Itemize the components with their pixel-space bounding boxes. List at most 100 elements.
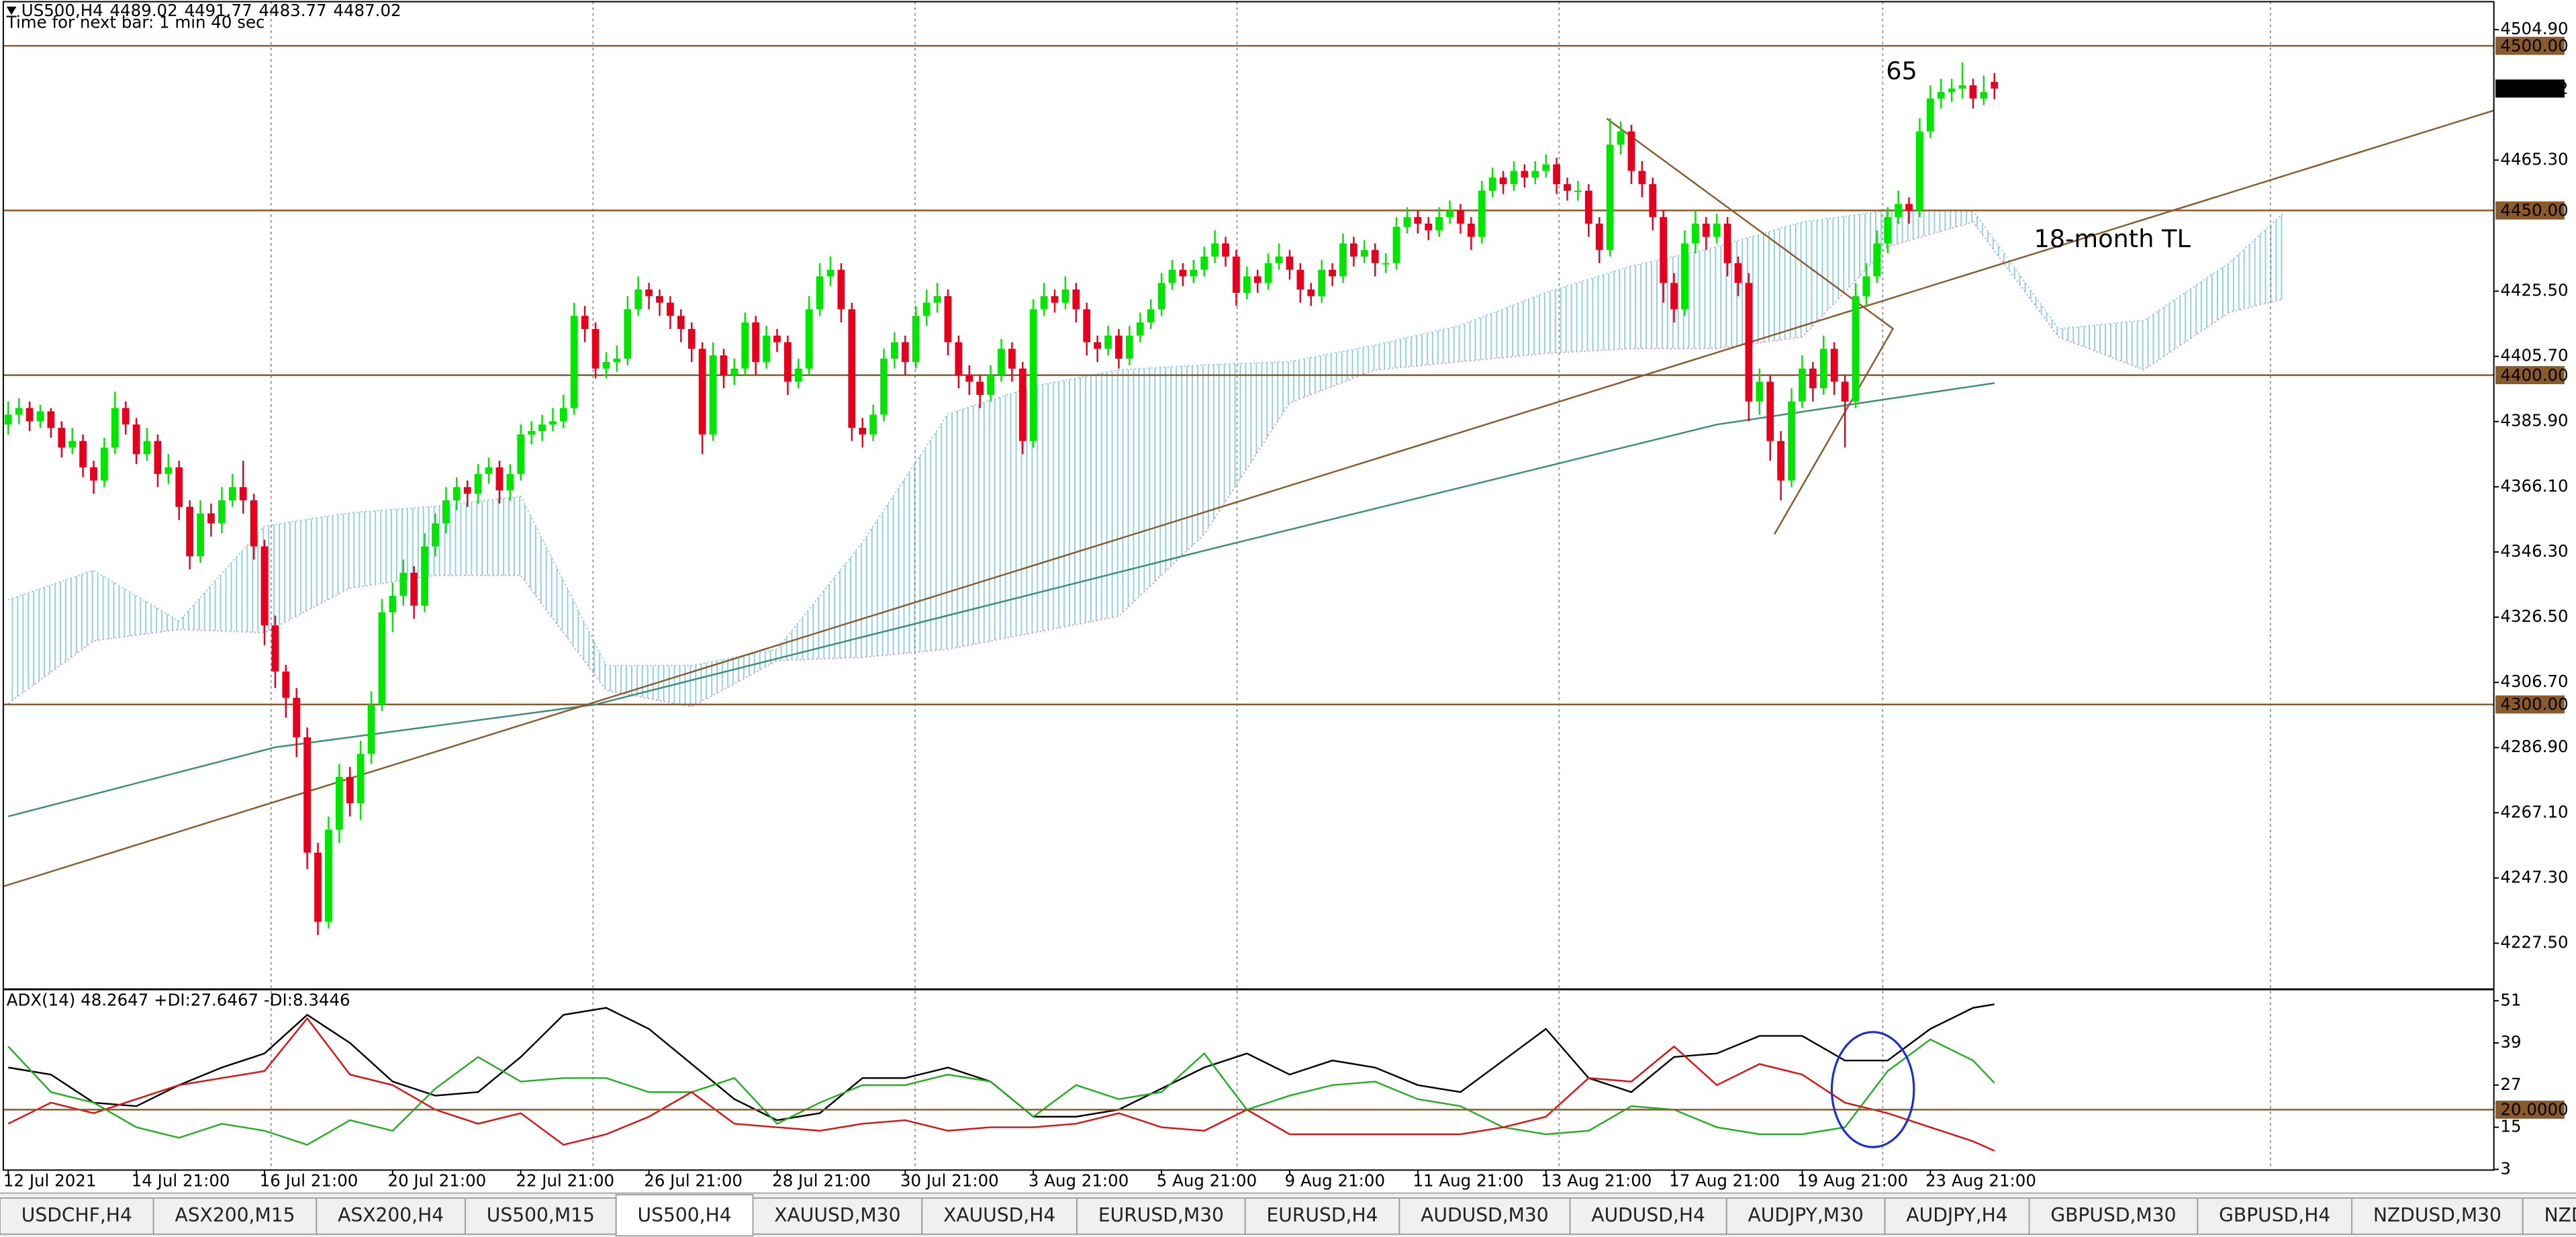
tab[interactable]: EURUSD,M30 xyxy=(1076,1197,1246,1235)
candle-body xyxy=(1852,295,1860,402)
tab-label[interactable]: EURUSD,M30 xyxy=(1098,1204,1224,1226)
tab-background[interactable] xyxy=(465,1197,617,1235)
tab-label[interactable]: XAUUSD,H4 xyxy=(943,1204,1055,1226)
candle-body xyxy=(1243,276,1251,293)
candle-body xyxy=(282,671,290,698)
candle-body xyxy=(998,349,1005,375)
tab-label[interactable]: ASX200,M15 xyxy=(175,1204,295,1226)
tab[interactable]: ASX200,H4 xyxy=(316,1197,466,1235)
tab[interactable]: US500,M15 xyxy=(465,1197,617,1235)
menu-arrow[interactable] xyxy=(6,6,17,15)
candle-body xyxy=(495,467,504,491)
candle-body xyxy=(1040,295,1048,310)
candle-body xyxy=(186,506,194,557)
tab-background[interactable] xyxy=(2351,1197,2524,1235)
tab-label[interactable]: GBPUSD,M30 xyxy=(2050,1204,2176,1226)
candle-body xyxy=(101,447,108,481)
tab-label[interactable]: XAUUSD,M30 xyxy=(774,1204,900,1226)
tab-background[interactable] xyxy=(0,1197,154,1235)
candle-body xyxy=(132,424,140,455)
x-tick-label: 14 Jul 21:00 xyxy=(132,1171,230,1190)
x-tick-label: 23 Aug 21:00 xyxy=(1925,1171,2036,1190)
y-tick-label: 51 xyxy=(2500,990,2521,1009)
x-tick-label: 17 Aug 21:00 xyxy=(1669,1171,1780,1190)
candle-body xyxy=(143,441,151,455)
y-tick-label: 4405.70 xyxy=(2500,346,2568,365)
candle-body xyxy=(624,309,632,359)
tab[interactable]: NZDUSD,M30 xyxy=(2351,1197,2524,1235)
tab-background[interactable] xyxy=(1725,1197,1886,1235)
y-tick-label: 15 xyxy=(2500,1117,2521,1136)
tab-background[interactable] xyxy=(2028,1197,2199,1235)
candle-body xyxy=(1125,335,1133,359)
tab[interactable]: GBPUSD,H4 xyxy=(2197,1197,2353,1235)
tab[interactable]: AUDJPY,H4 xyxy=(1884,1197,2030,1235)
candle-body xyxy=(1457,210,1464,224)
candle-body xyxy=(1318,269,1326,296)
tab-label[interactable]: AUDUSD,H4 xyxy=(1591,1204,1705,1226)
tab[interactable]: ASX200,M15 xyxy=(152,1197,318,1235)
candle-body xyxy=(1574,190,1582,192)
candle-body xyxy=(68,441,77,448)
tab[interactable]: XAUUSD,M30 xyxy=(752,1197,923,1235)
adx-title: ADX(14) 48.2647 +DI:27.6467 -DI:8.3446 xyxy=(7,990,350,1009)
tab-label[interactable]: ASX200,H4 xyxy=(338,1204,444,1226)
x-tick-label: 26 Jul 21:00 xyxy=(644,1171,743,1190)
tab-label[interactable]: NZDUSD,H4 xyxy=(2544,1204,2576,1226)
tab-label[interactable]: AUDJPY,H4 xyxy=(1906,1204,2007,1226)
candle-body xyxy=(602,361,610,369)
tab-label[interactable]: GBPUSD,H4 xyxy=(2219,1204,2330,1226)
x-tick-label: 30 Jul 21:00 xyxy=(900,1171,999,1190)
tab[interactable]: XAUUSD,H4 xyxy=(921,1197,1078,1235)
candle-body xyxy=(314,852,322,922)
candle-body xyxy=(346,776,354,804)
candle-body xyxy=(1873,243,1881,277)
tab[interactable]: EURUSD,H4 xyxy=(1244,1197,1400,1235)
tab-label[interactable]: AUDUSD,M30 xyxy=(1421,1204,1549,1226)
tab-background[interactable] xyxy=(1569,1197,1727,1235)
candle-body xyxy=(1499,177,1507,185)
tab[interactable]: AUDUSD,H4 xyxy=(1569,1197,1727,1235)
cloud-span-b xyxy=(7,221,2283,708)
candle-body xyxy=(432,523,439,547)
tab-label[interactable]: US500,M15 xyxy=(487,1204,595,1226)
candle-body xyxy=(1190,269,1198,277)
tab-label[interactable]: USDCHF,H4 xyxy=(21,1204,132,1226)
tab-background[interactable] xyxy=(1076,1197,1246,1235)
candle-body xyxy=(667,302,674,316)
tab[interactable]: AUDUSD,M30 xyxy=(1398,1197,1571,1235)
period-separators xyxy=(270,1,2271,1171)
tab-label[interactable]: NZDUSD,M30 xyxy=(2373,1204,2501,1226)
tab-background[interactable] xyxy=(152,1197,318,1235)
candle-body xyxy=(1723,224,1731,263)
tab-background[interactable] xyxy=(2197,1197,2353,1235)
y-tick-label: 27 xyxy=(2500,1074,2521,1094)
candle-body xyxy=(1349,243,1357,257)
candle-body xyxy=(1083,309,1091,342)
candle-body xyxy=(1691,224,1699,244)
x-tick-label: 9 Aug 21:00 xyxy=(1285,1171,1385,1190)
y-tick-label: 3 xyxy=(2500,1158,2511,1178)
tab-label[interactable]: US500,H4 xyxy=(638,1204,732,1226)
tab[interactable]: US500,H4 xyxy=(615,1194,754,1237)
candle-body xyxy=(1179,269,1187,277)
moving-average xyxy=(7,382,1995,817)
candle-body xyxy=(271,625,279,672)
tab[interactable]: NZDUSD,H4 xyxy=(2522,1197,2576,1235)
candle-body xyxy=(1371,250,1379,263)
tab[interactable]: AUDJPY,M30 xyxy=(1725,1197,1886,1235)
tab-background[interactable] xyxy=(921,1197,1078,1235)
tab-background[interactable] xyxy=(752,1197,923,1235)
candle-body xyxy=(549,421,557,425)
candle-body xyxy=(528,430,536,434)
tab-label[interactable]: AUDJPY,M30 xyxy=(1748,1204,1864,1226)
candle-body xyxy=(922,302,931,316)
tab-background[interactable] xyxy=(2522,1197,2576,1235)
tab[interactable]: USDCHF,H4 xyxy=(0,1197,154,1235)
tab-background[interactable] xyxy=(316,1197,466,1235)
tab-background[interactable] xyxy=(615,1194,754,1237)
candle-body xyxy=(1018,368,1027,441)
tab-label[interactable]: EURUSD,H4 xyxy=(1267,1204,1378,1226)
tab[interactable]: GBPUSD,M30 xyxy=(2028,1197,2199,1235)
